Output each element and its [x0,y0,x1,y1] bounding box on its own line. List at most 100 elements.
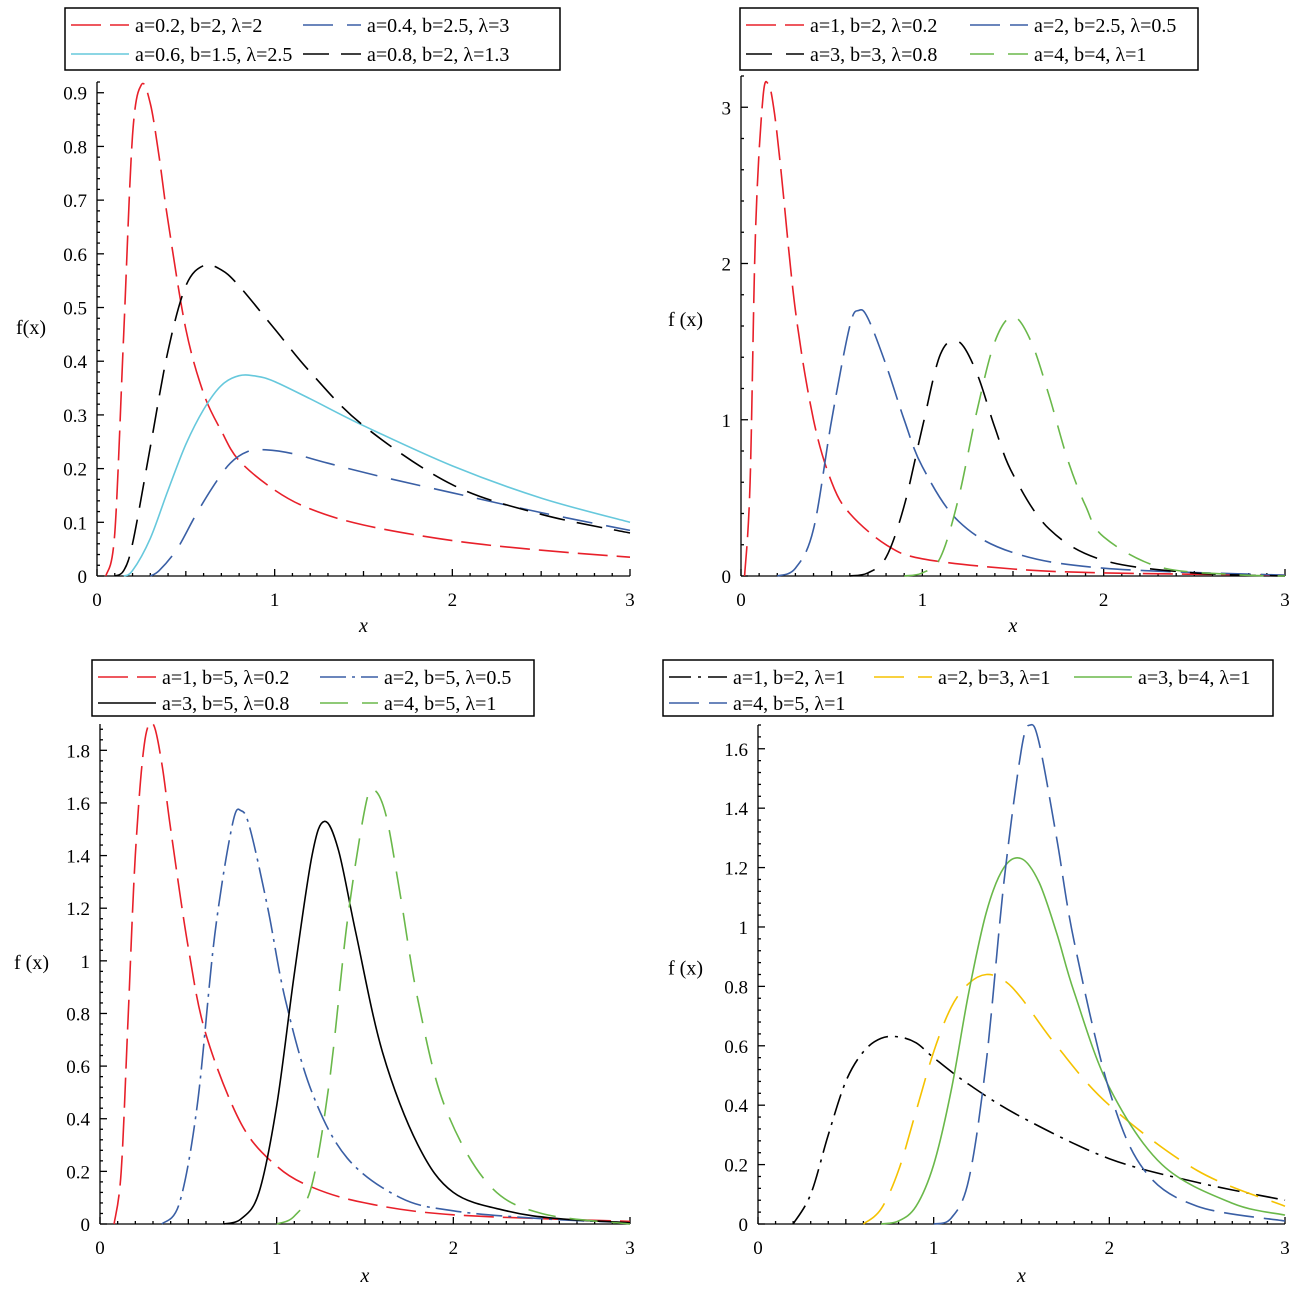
legend-label: a=2, b=5, λ=0.5 [384,667,511,689]
series-line-3 [849,339,1286,577]
y-tick-label: 0.8 [66,1004,90,1025]
legend-label: a=4, b=5, λ=1 [384,693,496,715]
legend-box [739,7,1199,71]
x-axis-label: x [1008,615,1018,637]
y-tick-label: 2 [722,255,732,276]
axes [740,75,1286,577]
x-tick-label: 3 [1280,590,1290,611]
y-tick-label: 0.8 [63,137,87,158]
x-tick-label: 2 [1105,1238,1115,1259]
y-tick-label: 0.9 [63,84,87,105]
legend-label: a=0.4, b=2.5, λ=3 [367,15,509,37]
x-tick-label: 0 [736,590,746,611]
chart-panel-1: 0 1 2 3 0 0.1 0.2 0.3 0.4 0.5 0.6 0.7 0.8 0.9 x f(x) a=0… [16,7,635,637]
y-tick-label: 0.6 [66,1057,90,1078]
series-line-1 [113,722,631,1225]
y-tick-label: 1.6 [724,740,748,761]
x-tick-label: 1 [918,590,928,611]
y-tick-label: 0.4 [66,1110,90,1131]
x-tick-label: 0 [753,1238,763,1259]
series-line-3 [880,856,1286,1225]
y-tick-label: 0.3 [63,406,87,427]
y-tick-label: 0.2 [63,460,87,481]
y-tick-label: 1.2 [66,899,90,920]
y-tick-label: 0.2 [724,1156,748,1177]
y-tick-label: 1 [81,952,91,973]
chart-panel-4: 0 1 2 3 0 0.2 0.4 0.6 0.8 1 1.2 1.4 1.6 x f (x) a=1, b=… [662,659,1290,1287]
legend-label: a=0.2, b=2, λ=2 [135,15,262,37]
y-tick-label: 0 [739,1215,749,1236]
y-tick-label: 1 [739,918,749,939]
legend-label: a=3, b=4, λ=1 [1138,667,1250,689]
y-tick-label: 1.4 [66,847,90,868]
series-line-1 [743,80,1286,577]
y-tick-label: 0 [722,567,732,588]
y-tick-label: 0.4 [724,1096,748,1117]
series-line-2 [161,808,631,1225]
y-tick-label: 0.8 [724,977,748,998]
y-tick-label: 1.8 [66,741,90,762]
legend-label: a=1, b=2, λ=1 [733,667,845,689]
y-tick-label: 0.6 [724,1037,748,1058]
legend-label: a=3, b=5, λ=0.8 [162,693,289,715]
x-tick-label: 3 [1280,1238,1290,1259]
x-tick-label: 2 [1099,590,1109,611]
series-line-1 [105,82,631,577]
y-tick-label: 0.7 [63,191,87,212]
series-line-4 [276,788,631,1225]
legend-label: a=1, b=2, λ=0.2 [810,15,937,37]
legend-label: a=0.8, b=2, λ=1.3 [367,44,509,66]
y-axis-label: f (x) [668,958,703,980]
y-tick-label: 0 [78,567,88,588]
legend: a=1, b=2, λ=1 a=2, b=3, λ=1 a=3, b=4, λ=1 a… [662,659,1274,717]
y-tick-label: 0.4 [63,352,87,373]
legend-box [662,659,1274,717]
x-tick-label: 2 [448,590,458,611]
y-axis-label: f (x) [668,309,703,331]
x-tick-label: 1 [272,1238,282,1259]
x-tick-label: 0 [95,1238,105,1259]
x-tick-label: 0 [92,590,102,611]
y-tick-label: 0 [81,1215,91,1236]
x-axis-label: x [360,1265,370,1287]
x-tick-label: 3 [625,1238,635,1259]
series-line-2 [149,448,631,577]
legend-label: a=2, b=3, λ=1 [938,667,1050,689]
series-line-3 [123,374,631,577]
y-tick-label: 1.6 [66,794,90,815]
legend-label: a=2, b=2.5, λ=0.5 [1034,15,1176,37]
y-tick-label: 3 [722,98,732,119]
x-tick-label: 3 [625,590,635,611]
legend-label: a=1, b=5, λ=0.2 [162,667,289,689]
y-tick-label: 0.5 [63,299,87,320]
y-tick-label: 1.4 [724,799,748,820]
axes [99,724,631,1225]
y-tick-label: 0.6 [63,245,87,266]
x-axis-label: x [358,615,368,637]
x-tick-label: 2 [449,1238,459,1259]
legend-label: a=3, b=3, λ=0.8 [810,44,937,66]
legend-label: a=4, b=4, λ=1 [1034,44,1146,66]
x-axis-label: x [1016,1265,1026,1287]
y-axis-label: f (x) [14,952,49,974]
axes [757,724,1286,1225]
chart-panel-3: 0 1 2 3 0 0.2 0.4 0.6 0.8 1 1.2 1.4 1.6 1.8 x f (x) a=1,… [14,659,635,1287]
legend-label: a=0.6, b=1.5, λ=2.5 [135,44,292,66]
y-axis-label: f(x) [16,317,46,339]
legend: a=1, b=2, λ=0.2 a=2, b=2.5, λ=0.5 a=3, b=3… [739,7,1199,71]
y-tick-label: 1.2 [724,859,748,880]
x-tick-label: 1 [270,590,280,611]
legend: a=0.2, b=2, λ=2 a=0.4, b=2.5, λ=3 a=0.6, b… [64,7,561,71]
series-line-1 [792,1035,1286,1225]
y-tick-label: 0.2 [66,1162,90,1183]
series-line-4 [114,263,631,577]
legend-box [64,7,561,71]
axes [96,81,631,577]
legend-box [91,659,535,717]
series-line-4 [904,315,1286,577]
series-line-2 [862,973,1286,1225]
y-tick-label: 0.1 [63,513,87,534]
y-tick-label: 1 [722,411,732,432]
series-line-2 [776,308,1286,577]
